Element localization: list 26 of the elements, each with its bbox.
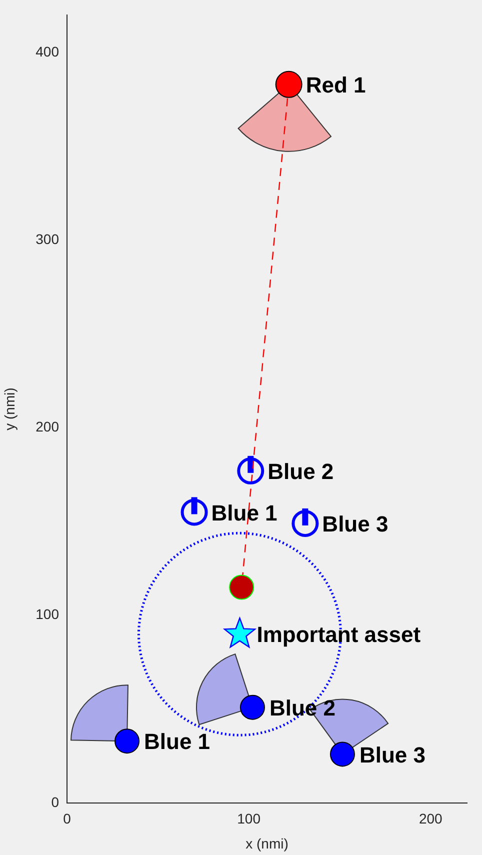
annotation: Blue 2 <box>268 458 334 484</box>
y-axis-title: y (nmi) <box>1 388 18 430</box>
y-tick-label: 300 <box>36 231 60 247</box>
x-tick-label: 100 <box>237 810 261 826</box>
x-tick-label: 0 <box>63 810 72 826</box>
point <box>237 457 264 484</box>
x-axis-title: x (nmi) <box>246 835 288 852</box>
annotation: Blue 3 <box>359 742 426 768</box>
point <box>292 510 319 537</box>
annotation: Red 1 <box>306 72 366 98</box>
annotation: Blue 1 <box>144 729 210 754</box>
annotation: Important asset <box>256 622 422 648</box>
annotation: Blue 3 <box>322 512 388 537</box>
point <box>330 742 355 767</box>
x-tick-label: 200 <box>418 810 443 826</box>
annotation: Blue 1 <box>211 500 278 526</box>
y-tick-label: 200 <box>36 418 60 435</box>
point <box>180 498 208 526</box>
y-tick-label: 0 <box>51 794 60 810</box>
point <box>275 70 302 98</box>
point <box>224 618 256 648</box>
point <box>240 694 265 720</box>
point <box>114 728 140 754</box>
y-tick-label: 100 <box>36 606 60 622</box>
point <box>229 574 254 600</box>
y-tick-label: 400 <box>36 43 60 60</box>
